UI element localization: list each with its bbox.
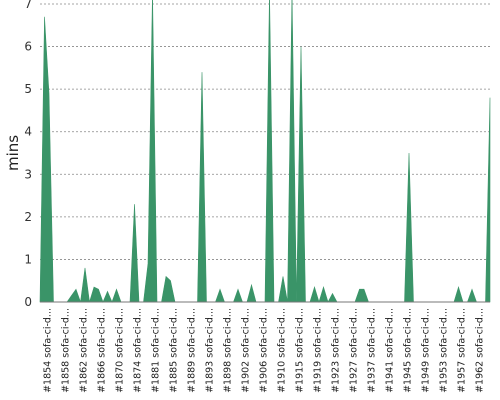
x-tick-label: #1881 sofa-ci-d... bbox=[150, 308, 161, 393]
x-tick-label: #1874 sofa-ci-d... bbox=[132, 308, 143, 393]
x-tick-label: #1923 sofa-ci-d... bbox=[330, 308, 341, 393]
x-tick-label: #1902 sofa-ci-d... bbox=[240, 308, 251, 393]
x-tick-label: #1854 sofa-ci-d... bbox=[42, 308, 53, 393]
x-tick-label: #1898 sofa-ci-d... bbox=[222, 308, 233, 393]
y-tick-label: 2 bbox=[24, 210, 32, 224]
x-tick-label: #1927 sofa-ci-d... bbox=[348, 308, 359, 393]
x-tick-label: #1953 sofa-ci-d... bbox=[438, 308, 449, 393]
x-tick-label: #1945 sofa-ci-d... bbox=[402, 308, 413, 393]
y-tick-label: 7 bbox=[24, 0, 32, 11]
x-axis-ticks: #1854 sofa-ci-d... #1858 sofa-ci-d... #186… bbox=[42, 308, 485, 393]
x-tick-label: #1919 sofa-ci-d... bbox=[312, 308, 323, 393]
y-tick-label: 5 bbox=[24, 82, 32, 96]
x-tick-label: #1962 sofa-ci-d... bbox=[474, 308, 485, 393]
x-tick-label: #1910 sofa-ci-d... bbox=[276, 308, 287, 393]
series-area bbox=[39, 0, 491, 304]
x-tick-label: #1906 sofa-ci-d... bbox=[258, 308, 269, 393]
x-tick-label: #1957 sofa-ci-d... bbox=[456, 308, 467, 393]
x-tick-label: #1885 sofa-ci-d... bbox=[168, 308, 179, 393]
y-axis-label: mins bbox=[4, 135, 22, 171]
y-tick-label: 4 bbox=[24, 125, 32, 139]
x-tick-label: #1862 sofa-ci-d... bbox=[78, 308, 89, 393]
x-tick-label: #1941 sofa-ci-d... bbox=[384, 308, 395, 393]
x-tick-label: #1915 sofa-ci-d... bbox=[294, 308, 305, 393]
x-tick-label: #1870 sofa-ci-d... bbox=[114, 308, 125, 393]
y-axis-ticks: 0 1 2 3 4 5 6 7 bbox=[24, 0, 32, 309]
y-tick-label: 1 bbox=[24, 252, 32, 266]
y-tick-label: 3 bbox=[24, 167, 32, 181]
x-tick-label: #1893 sofa-ci-d... bbox=[204, 308, 215, 393]
x-tick-label: #1889 sofa-ci-d... bbox=[186, 308, 197, 393]
gridlines bbox=[40, 3, 490, 260]
x-tick-label: #1937 sofa-ci-d... bbox=[366, 308, 377, 393]
y-tick-label: 0 bbox=[24, 295, 32, 309]
x-tick-label: #1866 sofa-ci-d... bbox=[96, 308, 107, 393]
x-tick-label: #1858 sofa-ci-d... bbox=[60, 308, 71, 393]
x-tick-label: #1949 sofa-ci-d... bbox=[420, 308, 431, 393]
y-tick-label: 6 bbox=[24, 40, 32, 54]
